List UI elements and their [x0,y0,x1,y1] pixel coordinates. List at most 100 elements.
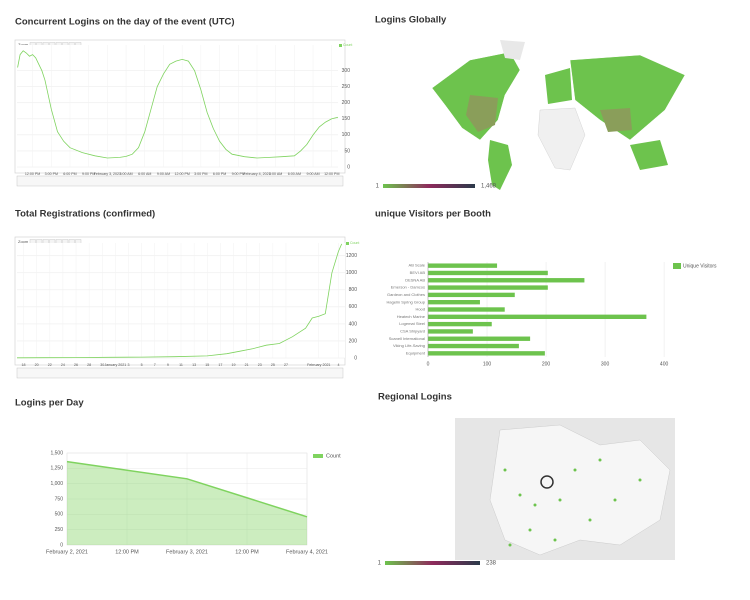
world-map [431,40,686,190]
area [67,461,307,545]
legend-label: Count [343,43,352,47]
x-tick-label: 21 [245,363,249,367]
x-tick-label: 18 [22,363,26,367]
land [500,40,525,60]
zoom-button [49,239,56,244]
zoom-button [75,239,82,244]
x-tick-label: 11 [179,363,183,367]
legend-swatch [313,454,323,458]
x-tick-label: 22 [48,363,52,367]
y-tick-label: DESNA AB [405,277,425,282]
navigator [16,367,344,379]
bar [428,263,498,268]
y-tick-label: 300 [342,68,351,74]
y-tick-label: 250 [342,84,351,90]
zoom-button [68,239,75,244]
chart-title: Logins Globally [375,15,447,26]
legend-label: Unique Visitors [683,263,717,269]
y-tick-label: Heatech Marine [397,314,426,319]
x-tick-label: 4 [337,363,339,367]
y-tick-label: 200 [349,338,358,344]
colorbar-label: 1,468 [481,184,497,190]
y-tick-label: 1200 [346,253,357,259]
y-tick-label: 0 [60,542,63,548]
y-tick-label: 400 [349,321,358,327]
bar [428,270,548,276]
bar [428,314,647,319]
x-tick-label: January 2021 [105,363,127,367]
land [489,424,671,556]
x-tick-label: 6:00 AM [138,172,151,176]
bar [428,321,492,327]
x-tick-label: 9:00 AM [306,172,319,176]
zoom-button [29,239,36,244]
x-tick-label: 12:00 PM [174,172,189,176]
land [630,140,668,170]
x-tick-label: 0 [427,361,430,367]
chart-title: Regional Logins [378,392,452,403]
x-tick-label: 27 [284,363,288,367]
x-tick-label: February 2, 2021 [46,549,88,555]
line [66,460,308,518]
bar [428,336,531,341]
x-tick-label: 400 [660,361,669,367]
x-tick-label: 3:00 PM [194,172,207,176]
x-tick-label: February 2021 [307,363,330,367]
chart-title: unique Visitors per Booth [375,209,491,220]
colorbar [383,184,475,188]
land [466,95,498,132]
chart-title: Logins per Day [15,398,84,409]
bar [428,351,545,356]
zoom-label: Zoom [18,239,29,244]
y-tick-label: 250 [55,527,64,533]
x-tick-label: 12:00 PM [115,549,139,555]
x-tick-label: 9:00 PM [82,172,95,176]
y-tick-label: 1,500 [50,450,63,456]
x-tick-label: 20 [35,363,39,367]
bar [428,307,505,312]
colorbar-label: 238 [486,561,497,567]
x-tick-label: 26 [74,363,78,367]
x-tick-label: 12:00 PM [324,172,339,176]
x-tick-label: 17 [218,363,222,367]
land [569,54,686,141]
x-tick-label: 19 [231,363,235,367]
y-tick-label: AB Scale [409,263,426,268]
y-tick-label: Hood [415,307,425,312]
y-tick-label: 1,000 [50,481,63,487]
bar [428,285,548,290]
zoom-label: Zoom [18,42,29,47]
bar [428,343,519,349]
y-tick-label: Equipment [406,350,426,355]
x-tick-label: 6:00 AM [288,172,301,176]
regional-map [455,418,675,560]
x-tick-label: 300 [601,361,610,367]
land [600,108,632,132]
bar [428,278,585,283]
legend-swatch [346,242,349,245]
x-tick-label: 23 [258,363,262,367]
x-tick-label: 200 [542,361,551,367]
land [545,68,572,104]
y-tick-label: 750 [55,496,64,502]
y-tick-label: Scanell International [389,336,425,341]
zoom-button [36,239,43,244]
x-tick-label: February 3, 2021 [166,549,208,555]
zoom-button [42,239,49,244]
x-tick-label: February 3, 2021 [94,172,121,176]
x-tick-label: 13 [192,363,196,367]
y-tick-label: 0 [354,355,357,361]
y-tick-label: CSA Shipyard [400,328,425,333]
y-tick-label: Hagelin Spring Group [387,299,426,304]
y-tick-label: Logemat Steel [399,321,425,326]
x-tick-label: 7 [154,363,156,367]
x-tick-label: 3:00 AM [119,172,132,176]
y-tick-label: 800 [349,287,358,293]
x-tick-label: 24 [61,363,65,367]
y-tick-label: 50 [344,148,350,154]
bar [428,292,515,298]
x-tick-label: 28 [87,363,91,367]
legend-label: Count [326,453,341,459]
y-tick-label: 200 [342,100,351,106]
